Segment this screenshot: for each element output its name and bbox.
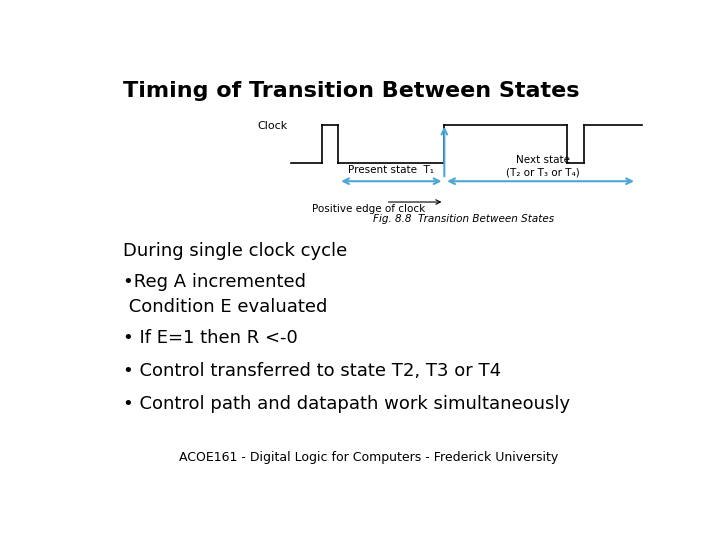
Text: Timing of Transition Between States: Timing of Transition Between States xyxy=(124,82,580,102)
Text: Fig. 8.8  Transition Between States: Fig. 8.8 Transition Between States xyxy=(373,214,554,225)
Text: Present state  T₁: Present state T₁ xyxy=(348,165,434,175)
Text: ACOE161 - Digital Logic for Computers - Frederick University: ACOE161 - Digital Logic for Computers - … xyxy=(179,451,559,464)
Text: During single clock cycle: During single clock cycle xyxy=(124,241,348,260)
Text: Clock: Clock xyxy=(258,122,288,131)
Text: • If E=1 then R <-0: • If E=1 then R <-0 xyxy=(124,329,298,347)
Text: • Control transferred to state T2, T3 or T4: • Control transferred to state T2, T3 or… xyxy=(124,362,502,380)
Text: Condition E evaluated: Condition E evaluated xyxy=(124,298,328,316)
Text: •Reg A incremented: •Reg A incremented xyxy=(124,273,307,291)
Text: • Control path and datapath work simultaneously: • Control path and datapath work simulta… xyxy=(124,395,571,413)
Text: Positive edge of clock: Positive edge of clock xyxy=(312,204,426,214)
Text: Next state
(T₂ or T₃ or T₄): Next state (T₂ or T₃ or T₄) xyxy=(506,156,580,177)
